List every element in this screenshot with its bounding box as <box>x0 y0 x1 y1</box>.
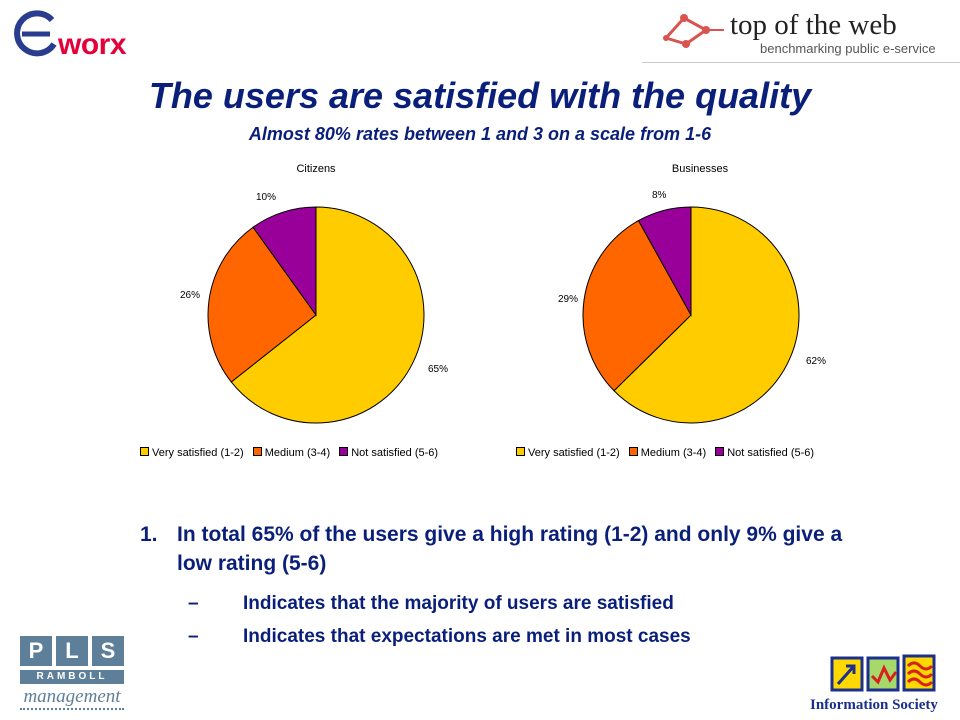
legend-item: Medium (3-4) <box>628 447 707 460</box>
dash-bullet: – <box>188 593 199 614</box>
legend-label: Very satisfied (1-2) <box>528 447 620 459</box>
network-icon <box>663 14 724 48</box>
sub-point-2: Indicates that expectations are met in m… <box>243 626 691 647</box>
totw-subtitle: benchmarking public e-service <box>760 41 936 56</box>
pie-chart-citizens: 65% 26% 10% <box>180 192 448 424</box>
header-divider <box>642 62 960 63</box>
pls-letter: S <box>92 636 124 666</box>
pie-data-label: 62% <box>806 356 826 367</box>
eworx-wordmark: worx <box>58 28 127 61</box>
eworx-swirl-icon <box>14 10 57 57</box>
totw-title: top of the web <box>730 9 897 41</box>
chart-title-citizens: Citizens <box>296 163 336 175</box>
ramboll-label: RAMBOLL <box>20 670 124 684</box>
pie-slice <box>637 206 692 317</box>
legend-item: Not satisfied (5-6) <box>339 447 438 460</box>
pie-data-label: 29% <box>558 294 578 305</box>
pie-slice <box>613 206 800 424</box>
information-society-logo: Information Society <box>808 652 958 718</box>
legend-citizens: Very satisfied (1-2) Medium (3-4) Not sa… <box>140 447 444 460</box>
pie-data-label: 8% <box>652 190 667 201</box>
legend-item: Very satisfied (1-2) <box>516 447 620 460</box>
bullet-main-text: In total 65% of the users give a high ra… <box>177 523 843 575</box>
legend-swatch <box>628 447 638 456</box>
legend-swatch <box>252 447 262 456</box>
dash-bullet: – <box>188 626 199 647</box>
legend-item: Very satisfied (1-2) <box>140 447 244 460</box>
legend-swatch <box>140 447 149 456</box>
sub-point-1: Indicates that the majority of users are… <box>243 593 674 614</box>
pie-slice <box>230 206 425 424</box>
legend-item: Medium (3-4) <box>252 447 331 460</box>
pls-letter: P <box>20 636 52 666</box>
information-society-icon <box>830 654 936 692</box>
pie-slice <box>252 206 317 317</box>
pls-ramboll-logo: P L S RAMBOLL management <box>20 636 124 718</box>
page-title: The users are satisfied with the quality <box>148 75 812 116</box>
pie-data-label: 10% <box>256 192 276 203</box>
legend-swatch <box>339 447 349 456</box>
management-label: management <box>20 686 124 710</box>
legend-businesses: Very satisfied (1-2) Medium (3-4) Not sa… <box>516 447 820 460</box>
legend-label: Medium (3-4) <box>640 447 707 459</box>
chart-title-businesses: Businesses <box>671 163 729 175</box>
legend-label: Not satisfied (5-6) <box>351 447 439 459</box>
pie-data-label: 26% <box>180 290 200 301</box>
legend-label: Medium (3-4) <box>264 447 331 459</box>
pie-slice <box>207 226 317 383</box>
legend-item: Not satisfied (5-6) <box>715 447 814 460</box>
list-number: 1. <box>140 523 158 546</box>
information-society-label: Information Society <box>810 697 938 713</box>
pie-data-label: 65% <box>428 364 448 375</box>
page-subtitle: Almost 80% rates between 1 and 3 on a sc… <box>248 124 712 144</box>
pie-slice <box>582 219 692 392</box>
pie-chart-businesses: 62% 29% 8% <box>558 190 826 424</box>
legend-swatch <box>516 447 525 456</box>
legend-swatch <box>715 447 725 456</box>
legend-label: Very satisfied (1-2) <box>152 447 244 459</box>
legend-label: Not satisfied (5-6) <box>727 447 815 459</box>
eworx-logo: worx <box>0 0 160 68</box>
pls-letter: L <box>56 636 88 666</box>
